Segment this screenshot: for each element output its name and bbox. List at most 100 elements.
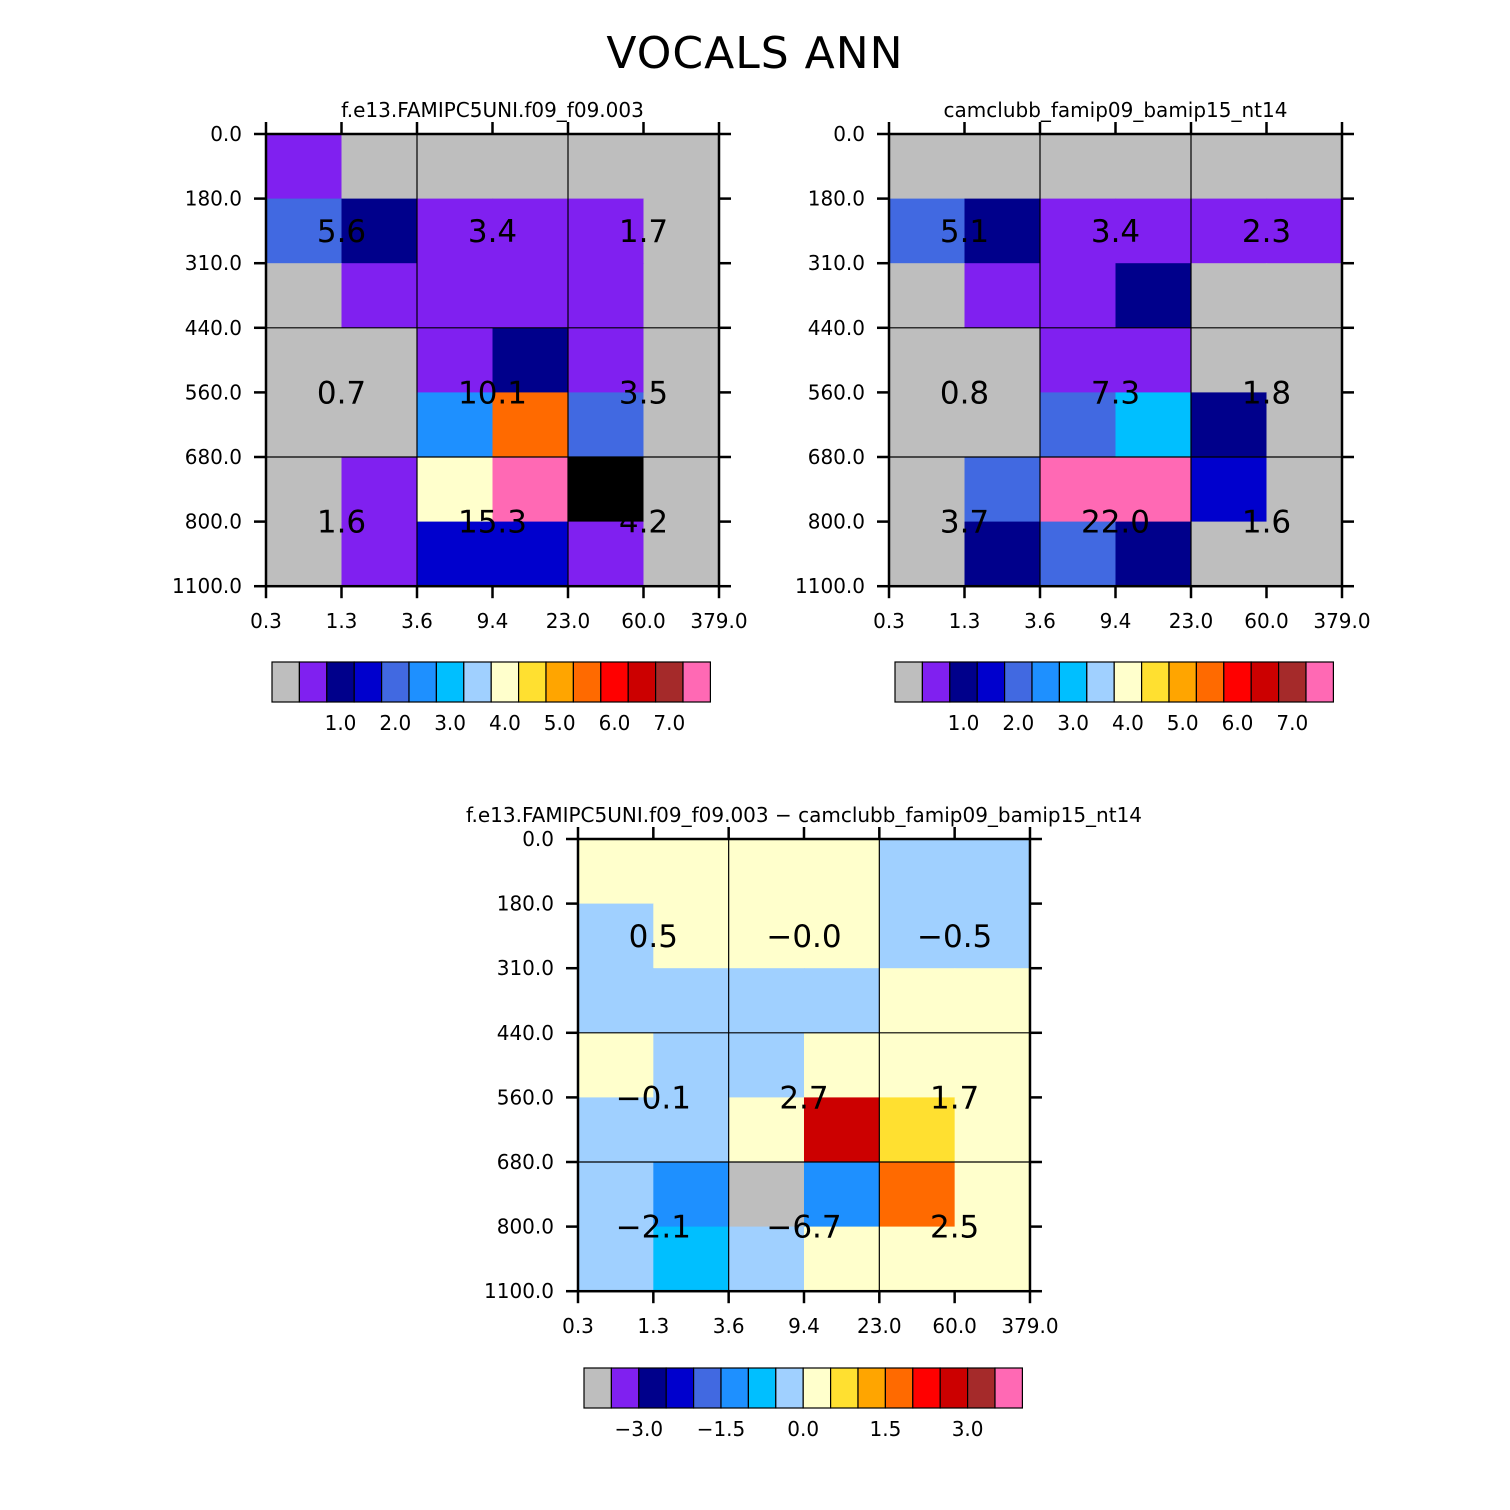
heatmap-cell — [568, 198, 645, 264]
x-tick-label: 0.3 — [250, 609, 282, 633]
box-value-label: −6.7 — [766, 1210, 841, 1246]
colorbar-swatch — [326, 661, 355, 703]
heatmap-cell — [954, 1032, 1031, 1098]
colorbar-swatch — [682, 661, 711, 703]
y-tick-label: 440.0 — [497, 1021, 554, 1045]
heatmap-cell — [889, 521, 966, 587]
colorbar-label: 4.0 — [489, 711, 521, 735]
y-tick-label: 310.0 — [185, 251, 242, 275]
heatmap-cell — [954, 839, 1031, 905]
box-value-label: 3.5 — [619, 375, 668, 411]
colorbar-label: 1.0 — [948, 711, 980, 735]
colorbar-swatch — [1003, 661, 1033, 703]
heatmap-cell — [266, 392, 343, 458]
colorbar-label: 2.0 — [379, 711, 411, 735]
heatmap-cell — [728, 968, 805, 1034]
colorbar-swatch — [775, 1367, 804, 1409]
box-value-label: 22.0 — [1081, 505, 1150, 541]
colorbar-swatch — [638, 1367, 667, 1409]
colorbar-swatch — [829, 1367, 859, 1409]
colorbar-swatch — [1277, 661, 1307, 703]
heatmap-cell — [643, 134, 720, 200]
heatmap-cell — [417, 392, 494, 458]
box-value-label: 15.3 — [458, 505, 527, 541]
y-tick-label: 180.0 — [497, 892, 554, 916]
y-tick-label: 180.0 — [185, 187, 242, 211]
box-value-label: 3.7 — [940, 505, 989, 541]
x-tick-label: 23.0 — [546, 609, 591, 633]
heatmap-cell — [1191, 521, 1268, 587]
x-tick-label: 1.3 — [949, 609, 981, 633]
colorbar-swatch — [1168, 661, 1197, 703]
colorbar-swatch — [610, 1367, 640, 1409]
heatmap-cell — [1191, 392, 1268, 458]
heatmap-cell — [889, 392, 966, 458]
x-tick-label: 23.0 — [857, 1314, 902, 1338]
colorbar-swatch — [381, 661, 410, 703]
heatmap-cell — [964, 327, 1041, 393]
heatmap-cell — [492, 521, 569, 587]
heatmap-cell — [803, 1226, 880, 1292]
box-value-label: 1.7 — [619, 214, 668, 250]
y-tick-label: 800.0 — [808, 510, 865, 534]
heatmap-cell — [417, 263, 494, 329]
panel-title: f.e13.FAMIPC5UNI.f09_f09.003 — [341, 98, 644, 122]
heatmap-cell — [266, 134, 343, 200]
x-tick-label: 9.4 — [1100, 609, 1132, 633]
colorbar-swatch — [949, 661, 978, 703]
colorbar-swatch — [976, 661, 1006, 703]
panel-title: camclubb_famip09_bamip15_nt14 — [944, 98, 1288, 122]
heatmap-cell — [578, 1032, 654, 1098]
heatmap-cell — [492, 134, 569, 200]
colorbar-label: 3.0 — [952, 1417, 984, 1441]
heatmap-cell — [1115, 392, 1192, 458]
y-tick-label: 800.0 — [497, 1215, 554, 1239]
heatmap-cell — [954, 1162, 1031, 1228]
colorbar-swatch — [1223, 661, 1252, 703]
box-value-label: 3.4 — [468, 214, 517, 250]
x-tick-label: 379.0 — [1313, 609, 1370, 633]
heatmap-cell — [578, 1162, 654, 1228]
y-tick-label: 680.0 — [808, 445, 865, 469]
colorbar-swatch — [966, 1367, 996, 1409]
y-tick-label: 1100.0 — [484, 1279, 554, 1303]
heatmap-cell — [568, 457, 645, 523]
heatmap-cell — [341, 134, 418, 200]
box-value-label: 10.1 — [458, 375, 527, 411]
x-tick-label: 9.4 — [788, 1314, 820, 1338]
heatmap-cell — [417, 198, 494, 264]
y-tick-label: 560.0 — [497, 1085, 554, 1109]
heatmap-cell — [879, 968, 956, 1034]
box-value-label: 5.1 — [940, 214, 989, 250]
colorbar-swatch — [271, 661, 300, 703]
colorbar-swatch — [1250, 661, 1280, 703]
heatmap-cell — [1040, 327, 1117, 393]
heatmap-cell — [492, 392, 569, 458]
heatmap-cell — [803, 968, 880, 1034]
heatmap-cell — [728, 903, 805, 969]
y-tick-label: 680.0 — [497, 1150, 554, 1174]
colorbar-label: 2.0 — [1002, 711, 1034, 735]
box-value-label: 5.6 — [317, 214, 366, 250]
heatmap-cell — [568, 263, 645, 329]
heatmap-cell — [954, 903, 1031, 969]
box-value-label: 0.8 — [940, 375, 989, 411]
heatmap-cell — [1266, 134, 1343, 200]
x-tick-label: 1.3 — [326, 609, 358, 633]
colorbar-swatch — [517, 661, 547, 703]
heatmap-cell — [492, 327, 569, 393]
box-value-label: 2.3 — [1242, 214, 1291, 250]
heatmap-cell — [728, 1032, 805, 1098]
heatmap-cell — [803, 1162, 880, 1228]
colorbar-swatch — [1305, 661, 1334, 703]
colorbar-swatch — [857, 1367, 886, 1409]
heatmap-cell — [728, 1226, 805, 1292]
y-tick-label: 0.0 — [833, 122, 865, 146]
colorbar-label: 3.0 — [1057, 711, 1089, 735]
x-tick-label: 3.6 — [401, 609, 433, 633]
colorbar-label: 0.0 — [787, 1417, 819, 1441]
colorbar-swatch — [665, 1367, 695, 1409]
heatmap-cell — [889, 327, 966, 393]
heatmap-cell — [964, 521, 1041, 587]
heatmap-cell — [653, 1032, 730, 1098]
